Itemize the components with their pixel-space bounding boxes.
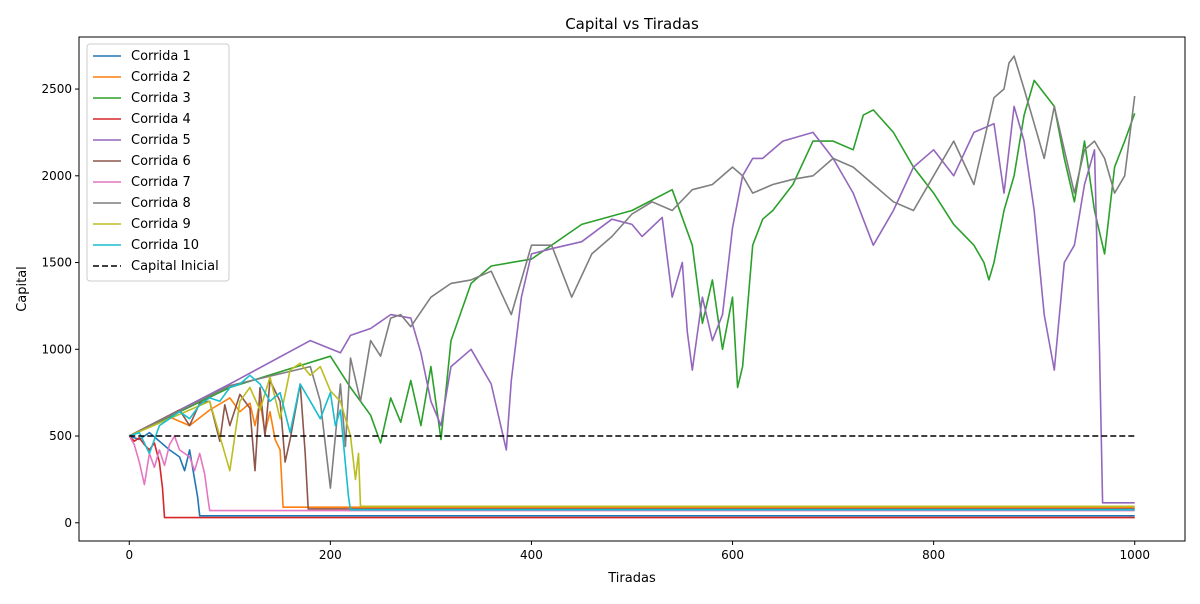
y-tick-label: 0 xyxy=(64,516,72,530)
series-line-5 xyxy=(128,105,1135,504)
legend-label: Corrida 1 xyxy=(131,49,191,64)
x-tick-label: 600 xyxy=(721,548,744,562)
legend-label: Corrida 2 xyxy=(131,70,191,85)
x-tick-label: 200 xyxy=(319,548,342,562)
legend-label: Corrida 4 xyxy=(131,112,191,127)
x-tick-label: 800 xyxy=(922,548,945,562)
legend-label: Corrida 3 xyxy=(131,91,191,106)
y-tick-label: 2500 xyxy=(41,82,72,96)
series-layer xyxy=(128,55,1136,519)
series-line-7 xyxy=(128,435,1135,512)
legend-label: Corrida 8 xyxy=(131,196,191,211)
x-tick-label: 0 xyxy=(125,548,133,562)
x-tick-label: 400 xyxy=(520,548,543,562)
plot-area xyxy=(79,37,1185,541)
y-tick-label: 500 xyxy=(49,429,72,443)
x-tick-label: 1000 xyxy=(1119,548,1150,562)
y-tick-label: 1000 xyxy=(41,342,72,356)
x-axis-label: Tiradas xyxy=(607,571,656,586)
plot-frame xyxy=(78,36,1186,542)
series-line-10 xyxy=(129,374,1135,511)
series-line-3 xyxy=(128,79,1136,444)
series-line-2 xyxy=(128,397,1135,508)
series-line-8 xyxy=(128,55,1136,489)
legend-label: Capital Inicial xyxy=(131,259,219,274)
legend-box xyxy=(86,43,230,282)
y-axis-label: Capital xyxy=(15,266,30,312)
series-line-6 xyxy=(128,379,1135,510)
chart-title: Capital vs Tiradas xyxy=(565,15,699,33)
series-line-1 xyxy=(129,431,1135,517)
legend-label: Corrida 5 xyxy=(131,133,191,148)
y-tick-label: 1500 xyxy=(41,256,72,270)
legend: Corrida 1 Corrida 2 Corrida 3 Corrida 4 Corr… xyxy=(86,43,230,282)
legend-label: Corrida 10 xyxy=(131,238,199,253)
legend-label: Corrida 7 xyxy=(131,175,191,190)
x-axis: 0 200 400 600 800 1000 xyxy=(125,541,1150,562)
legend-label: Corrida 9 xyxy=(131,217,191,232)
y-tick-label: 2000 xyxy=(41,169,72,183)
legend-label: Corrida 6 xyxy=(131,154,191,169)
y-axis: 0 500 1000 1500 2000 2500 xyxy=(41,82,79,530)
